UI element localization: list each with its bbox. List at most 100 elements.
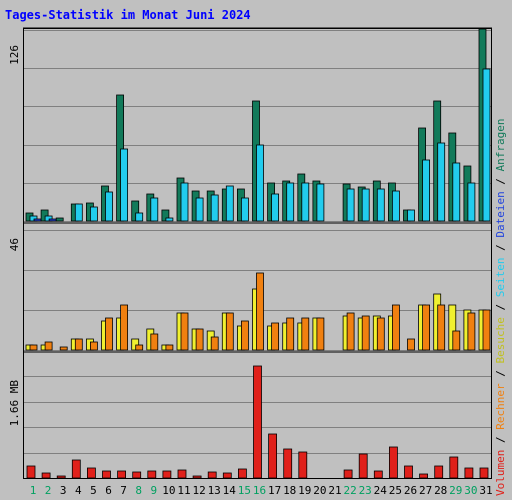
x-tick-label: 18 (283, 484, 296, 497)
x-tick-label: 31 (479, 484, 492, 497)
bar-rechner-day-3 (59, 346, 68, 351)
bar-rechner-day-17 (271, 322, 280, 351)
bar-seiten-day-6 (105, 191, 113, 222)
x-tick-label: 17 (268, 484, 281, 497)
bar-rechner-day-15 (240, 320, 249, 351)
x-tick-label: 8 (135, 484, 142, 497)
x-tick-label: 29 (449, 484, 462, 497)
x-tick-label: 4 (75, 484, 82, 497)
bar-seiten-day-9 (150, 197, 159, 222)
bar-seiten-day-10 (165, 217, 174, 222)
bar-volumen-day-3 (56, 475, 66, 479)
bar-seiten-day-26 (407, 209, 415, 222)
bar-rechner-day-18 (286, 317, 295, 351)
bar-seiten-day-4 (74, 203, 83, 222)
x-tick-label: 30 (464, 484, 477, 497)
bar-seiten-day-15 (240, 197, 249, 222)
series-rechner (29, 272, 491, 351)
bar-seiten-day-17 (271, 193, 280, 222)
bar-volumen-day-24 (373, 470, 383, 479)
bar-volumen-day-29 (449, 456, 459, 479)
bar-volumen-day-31 (479, 467, 489, 479)
bar-volumen-day-4 (71, 459, 81, 479)
panel-middle: 46 (8, 222, 492, 351)
bar-volumen-day-9 (147, 470, 157, 479)
bar-seiten-day-11 (180, 182, 189, 222)
bar-rechner-day-4 (74, 338, 83, 351)
legend-item-volumen: Volumen (494, 450, 507, 496)
bar-volumen-day-14 (222, 472, 232, 479)
bar-volumen-day-30 (464, 467, 474, 479)
x-tick-label: 7 (120, 484, 127, 497)
chart-panels: 126 46 1.66 MB (8, 27, 492, 479)
bar-seiten-day-20 (316, 183, 325, 222)
chart-title: Tages-Statistik im Monat Juni 2024 (5, 8, 251, 22)
x-tick-label: 22 (343, 484, 356, 497)
legend-item-seiten: Seiten (494, 258, 507, 298)
x-tick-label: 14 (223, 484, 237, 497)
x-tick-label: 26 (404, 484, 417, 497)
bar-seiten-day-22 (346, 188, 355, 222)
bar-dateien-day-2 (48, 218, 57, 222)
bar-seiten-day-16 (256, 144, 264, 222)
x-tick-label: 1 (30, 484, 37, 497)
x-tick-label: 24 (374, 484, 388, 497)
bar-seiten-day-1 (29, 215, 38, 222)
bar-seiten-day-23 (361, 188, 370, 222)
x-tick-label: 11 (177, 484, 190, 497)
bar-rechner-day-20 (316, 317, 325, 351)
bar-volumen-day-27 (419, 473, 429, 479)
bar-volumen-day-18 (283, 448, 293, 479)
bar-volumen-day-26 (404, 465, 413, 479)
y-max-label-middle: 46 (8, 238, 21, 251)
bar-rechner-day-30 (467, 312, 476, 351)
bar-rechner-day-6 (105, 317, 113, 351)
bar-anfragen-day-10 (161, 209, 170, 222)
x-tick-label: 21 (328, 484, 341, 497)
side-legend: Volumen / Rechner / Besuche / Seiten / D… (494, 118, 507, 496)
legend-item-rechner: Rechner (494, 383, 507, 430)
bar-volumen-day-8 (132, 471, 142, 479)
x-tick-label: 19 (298, 484, 311, 497)
bar-volumen-day-7 (117, 470, 126, 479)
bar-seiten-day-29 (452, 162, 461, 222)
bar-seiten-day-24 (376, 188, 385, 222)
bar-rechner-day-25 (391, 304, 400, 351)
legend-separator: / (494, 430, 507, 450)
bar-rechner-day-2 (44, 341, 53, 351)
bar-rechner-day-10 (165, 344, 174, 351)
bar-volumen-day-28 (434, 465, 444, 479)
bar-rechner-day-7 (120, 304, 128, 351)
bar-rechner-day-24 (376, 317, 385, 351)
bar-rechner-day-12 (195, 328, 204, 351)
x-tick-label: 2 (45, 484, 52, 497)
bar-seiten-day-18 (286, 182, 295, 222)
chart-frame (23, 28, 492, 479)
chart-bars (25, 28, 491, 479)
x-tick-label: 28 (434, 484, 447, 497)
bar-volumen-day-19 (298, 451, 308, 479)
bar-rechner-day-31 (482, 309, 491, 351)
bar-seiten-day-2 (44, 215, 53, 222)
bar-rechner-day-5 (90, 341, 98, 351)
bar-seiten-day-12 (195, 197, 204, 222)
legend-separator: / (494, 297, 507, 317)
bar-seiten-day-14 (225, 185, 234, 222)
bar-volumen-day-23 (358, 453, 368, 479)
bar-seiten-day-30 (467, 182, 476, 222)
bar-anfragen-day-2 (40, 209, 49, 222)
x-axis-labels: 1 2 3 4 5 6 7 8 9 10 11 12 13 14 15 16 17 18 19 20 21 22 23 24 2… (30, 484, 493, 497)
x-tick-label: 23 (359, 484, 372, 497)
legend-text: Volumen / Rechner / Besuche / Seiten / D… (494, 118, 507, 496)
bar-seiten-day-28 (437, 142, 446, 222)
x-tick-label: 9 (150, 484, 157, 497)
bar-seiten-day-27 (422, 159, 431, 222)
bar-rechner-day-19 (301, 317, 310, 351)
bar-seiten-day-8 (135, 212, 144, 222)
y-max-label-bottom: 1.66 MB (8, 380, 21, 427)
series-volumen (26, 365, 489, 479)
x-tick-label: 25 (389, 484, 402, 497)
legend-item-anfragen: Anfragen (494, 118, 507, 171)
bar-rechner-day-27 (422, 304, 431, 351)
